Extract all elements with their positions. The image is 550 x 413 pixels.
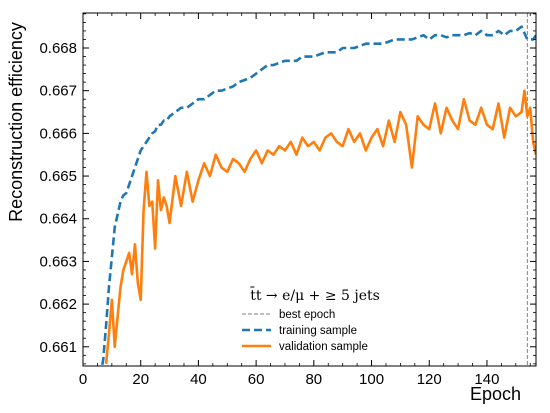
x-tick-label: 40 [190,371,207,388]
x-tick-label: 140 [474,371,499,388]
y-tick-label: 0.666 [39,125,77,142]
series-line-validation [104,89,536,364]
y-tick-label: 0.667 [39,83,77,100]
y-tick-label: 0.662 [39,296,77,313]
x-tick-label: 20 [132,371,149,388]
x-axis-label: Epoch [470,384,521,404]
series-layer [100,13,536,366]
legend-title: t̄t → e/μ + ≥ 5 jets [250,286,380,304]
x-tick-label: 0 [79,371,87,388]
legend: t̄t → e/μ + ≥ 5 jets best epoch training… [242,286,380,353]
y-tick-label: 0.665 [39,168,77,185]
y-tick-label: 0.661 [39,339,77,356]
series-line-training [100,25,536,366]
y-tick-label: 0.668 [39,40,77,57]
axes: 0 20 40 60 80 100 120 140 0.661 0.662 0.663 0.664 0.… [39,12,537,388]
y-tick-label: 0.663 [39,253,77,270]
y-tick-label: 0.664 [39,211,77,228]
legend-best-epoch-label: best epoch [279,309,335,321]
x-tick-label: 100 [359,371,384,388]
x-tick-label: 60 [248,371,265,388]
legend-training-label: training sample [279,325,357,337]
plot-frame [82,12,537,367]
x-tick-label: 80 [305,371,322,388]
x-tick-label: 120 [417,371,442,388]
legend-validation-label: validation sample [279,341,368,353]
y-axis-label: Reconstruction efficiency [6,22,26,222]
